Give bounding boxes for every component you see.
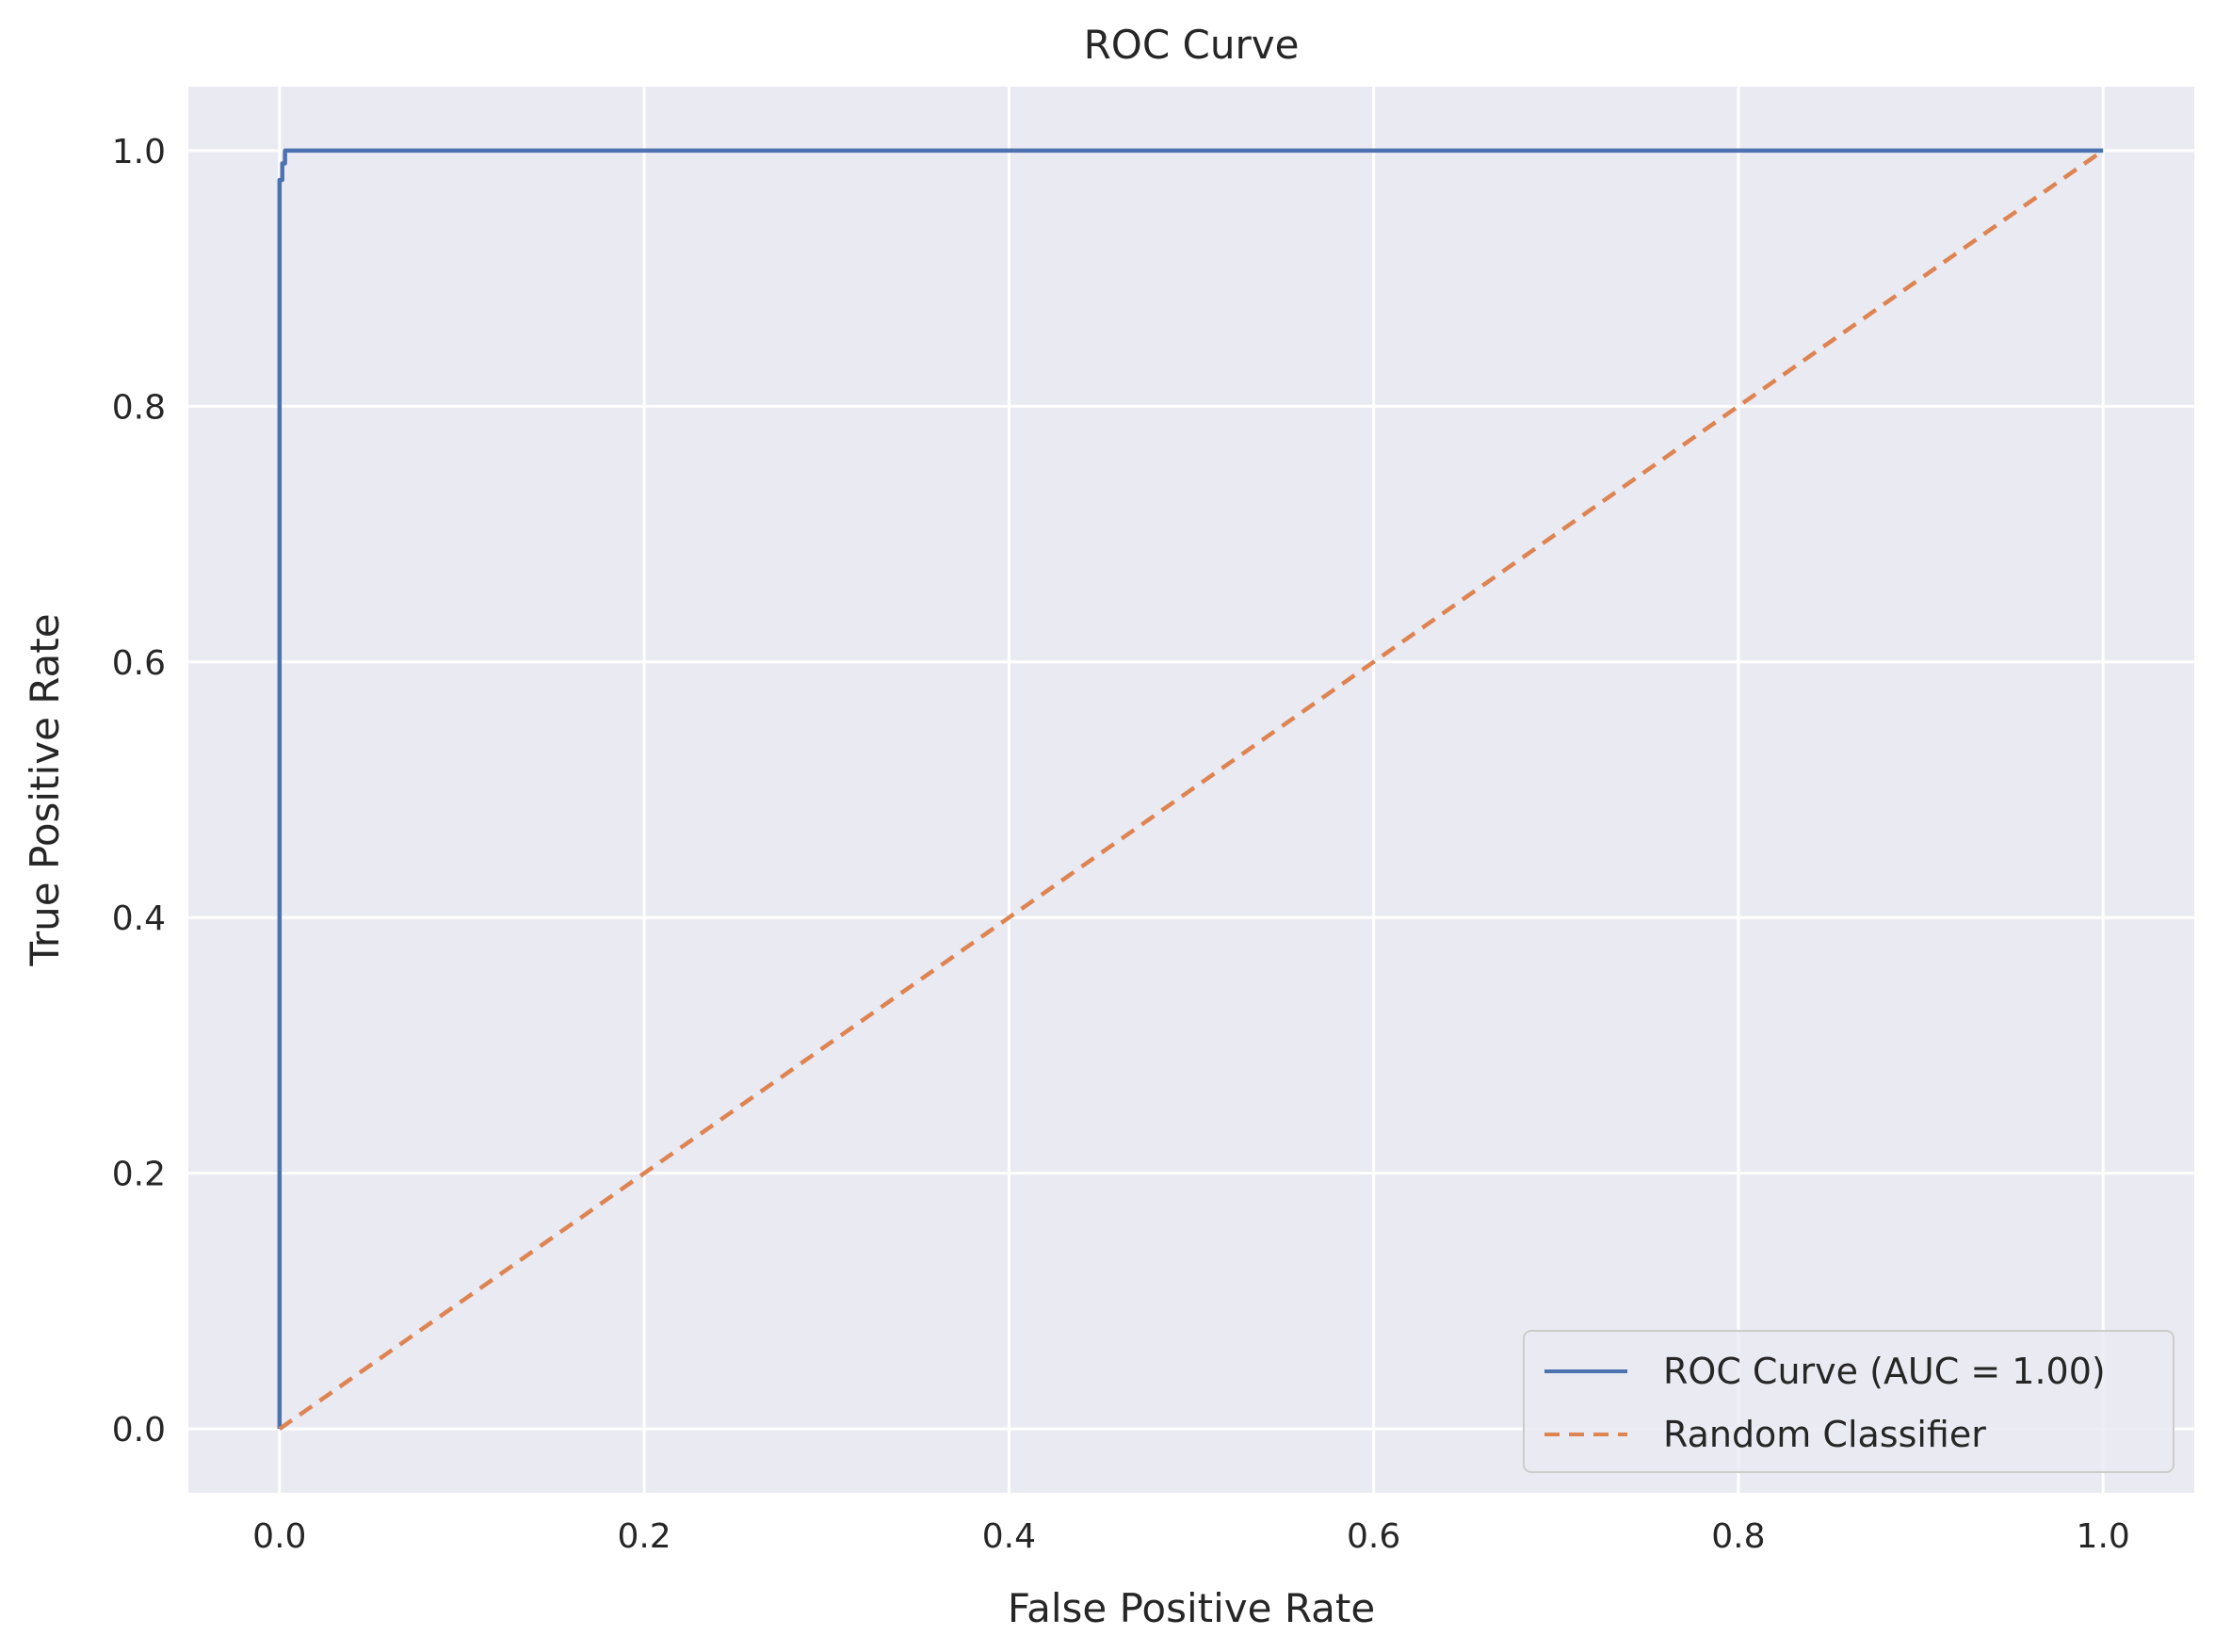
x-tick-label: 0.0 <box>252 1517 306 1556</box>
y-tick-labels: 0.0 0.2 0.4 0.6 0.8 1.0 <box>112 133 166 1450</box>
x-tick-label: 0.8 <box>1711 1517 1765 1556</box>
y-axis-label: True Positive Rate <box>22 613 68 966</box>
random-classifier-line <box>278 149 2105 1431</box>
chart-title: ROC Curve <box>1084 22 1300 68</box>
roc-curve-line <box>277 148 2104 1430</box>
y-tick-label: 1.0 <box>112 133 166 171</box>
grid-lines <box>188 87 2194 1493</box>
y-tick-label: 0.2 <box>112 1156 166 1194</box>
x-tick-labels: 0.0 0.2 0.4 0.6 0.8 1.0 <box>252 1517 2130 1556</box>
y-tick-label: 0.4 <box>112 899 166 938</box>
x-tick-label: 1.0 <box>2077 1517 2130 1556</box>
legend-label-roc: ROC Curve (AUC = 1.00) <box>1663 1351 2106 1392</box>
x-tick-label: 0.4 <box>982 1517 1036 1556</box>
y-tick-label: 0.6 <box>112 644 166 683</box>
y-tick-label: 0.8 <box>112 388 166 427</box>
x-tick-label: 0.2 <box>617 1517 671 1556</box>
legend-box <box>1523 1330 2175 1473</box>
x-tick-label: 0.6 <box>1347 1517 1400 1556</box>
series-layer <box>277 148 2105 1431</box>
x-axis-label: False Positive Rate <box>1008 1585 1375 1631</box>
legend-label-random: Random Classifier <box>1663 1414 1986 1455</box>
legend: ROC Curve (AUC = 1.00) Random Classifier <box>1523 1330 2175 1473</box>
y-tick-label: 0.0 <box>112 1411 166 1450</box>
